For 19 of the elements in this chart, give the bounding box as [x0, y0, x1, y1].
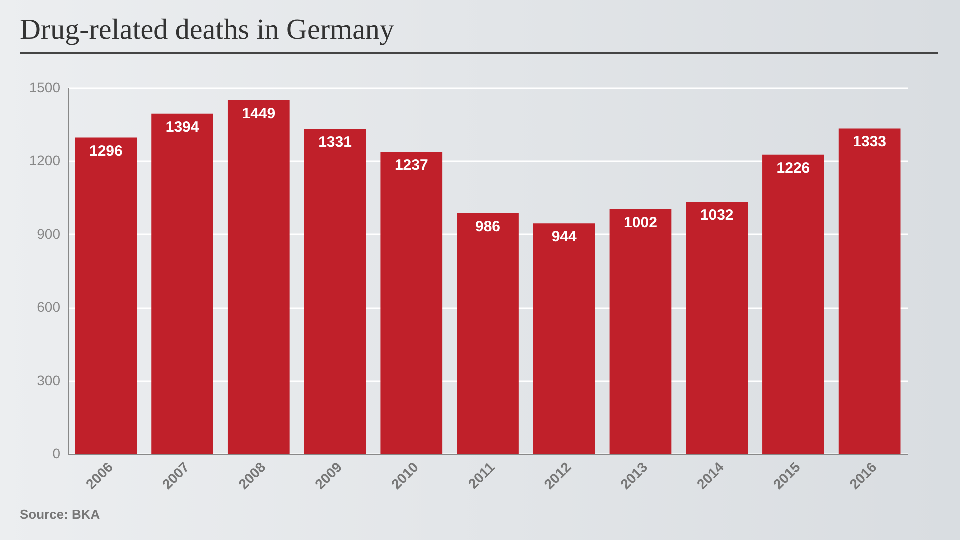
y-tick-label: 0	[52, 446, 61, 462]
data-label: 1449	[242, 105, 276, 122]
data-label: 1237	[394, 157, 428, 174]
y-tick-label: 900	[37, 226, 61, 242]
data-label: 944	[552, 228, 578, 246]
data-label: 1394	[166, 118, 200, 136]
data-label: 1032	[700, 207, 734, 224]
data-label: 1002	[624, 214, 658, 232]
data-label: 1296	[89, 142, 123, 160]
data-label: 986	[475, 218, 501, 236]
source-note: Source: BKA	[20, 507, 100, 522]
data-label: 1331	[318, 134, 352, 152]
chart-title: Drug-related deaths in Germany	[20, 14, 394, 47]
y-tick-label: 300	[37, 372, 61, 388]
y-tick-label: 1500	[29, 80, 61, 96]
data-label: 1333	[853, 134, 887, 151]
data-label: 1226	[776, 160, 810, 177]
y-tick-label: 600	[37, 299, 61, 316]
y-tick-label: 1200	[29, 152, 61, 169]
